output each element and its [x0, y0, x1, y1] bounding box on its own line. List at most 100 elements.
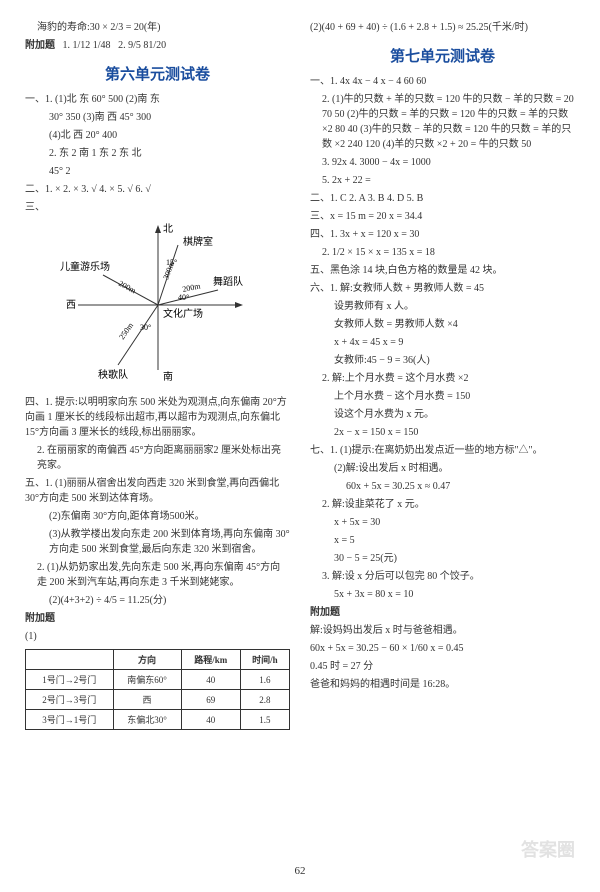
sec2: 二、1. × 2. × 3. √ 4. × 5. √ 6. √: [25, 182, 290, 197]
svg-text:200m: 200m: [181, 281, 201, 294]
route-table: 方向 路程/km 时间/h 1号门→2号门 南偏东60° 40 1.6 2号门→…: [25, 649, 290, 730]
r-sec6-i2: 女教师人数 = 男教师人数 ×4: [310, 317, 575, 332]
sec5-label: 五、: [25, 478, 45, 489]
right-column: (2)(40 + 69 + 40) ÷ (1.6 + 2.8 + 1.5) ≈ …: [310, 20, 575, 735]
r-sec4-i1: 2. 1/2 × 15 × x = 135 x = 18: [310, 245, 575, 260]
svg-text:200m: 200m: [117, 279, 138, 296]
r-sec7-i2: 60x + 5x = 30.25 x ≈ 0.47: [310, 479, 575, 494]
table-row: 3号门→1号门 东偏北30° 40 1.5: [26, 710, 290, 730]
top-line: (2)(40 + 69 + 40) ÷ (1.6 + 2.8 + 1.5) ≈ …: [310, 20, 575, 35]
svg-text:300m: 300m: [161, 260, 176, 281]
td: 2号门→3号门: [26, 690, 114, 710]
extra-item-1: 1. 1/12 1/48: [63, 40, 111, 51]
td: 2.8: [240, 690, 289, 710]
sec1-i4: 45° 2: [25, 164, 290, 179]
td: 1.6: [240, 670, 289, 690]
sec5: 五、1. (1)丽丽从宿舍出发向西走 320 米到食堂,再向西偏北 30°方向走…: [25, 476, 290, 506]
page-number: 62: [295, 865, 306, 877]
r-sec6-i1: 设男教师有 x 人。: [310, 299, 575, 314]
compass-svg: 北 南 西 文化广场 15° 300m 棋牌室 200m 儿童游乐场 40° 2…: [58, 220, 258, 390]
r-extra-i0: 解:设妈妈出发后 x 时与爸爸相遇。: [310, 623, 575, 638]
sec4-i1: 2. 在丽丽家的南偏西 45°方向距离丽丽家2 厘米处标出亮亮家。: [25, 443, 290, 473]
r-sec6-i0: 1. 解:女教师人数 + 男教师人数 = 45: [330, 283, 484, 294]
r-sec1: 一、1. 4x 4x − 4 x − 4 60 60: [310, 74, 575, 89]
seal-life: 海豹的寿命:30 × 2/3 = 20(年): [25, 20, 290, 35]
compass-diagram: 北 南 西 文化广场 15° 300m 棋牌室 200m 儿童游乐场 40° 2…: [58, 220, 258, 390]
th-1: 方向: [113, 650, 181, 670]
unit7-title: 第七单元测试卷: [310, 45, 575, 66]
r-sec6-i8: 2x − x = 150 x = 150: [310, 425, 575, 440]
center-label: 文化广场: [163, 307, 203, 320]
r-sec1-i2: 3. 92x 4. 3000 − 4x = 1000: [310, 155, 575, 170]
sec2-items: 1. × 2. × 3. √ 4. × 5. √ 6. √: [45, 184, 151, 195]
r-sec3: 三、x = 15 m = 20 x = 34.4: [310, 209, 575, 224]
r-sec5: 五、黑色涂 14 块,白色方格的数量是 42 块。: [310, 263, 575, 278]
r-sec3-label: 三、: [310, 211, 330, 222]
sec1-i3: 2. 东 2 南 1 东 2 东 北: [25, 146, 290, 161]
td: 3号门→1号门: [26, 710, 114, 730]
extra-q-label: 附加题 1. 1/12 1/48 2. 9/5 81/20: [25, 38, 290, 53]
td: 1.5: [240, 710, 289, 730]
sec5-i0: 1. (1)丽丽从宿舍出发向西走 320 米到食堂,再向西偏北 30°方向走 5…: [25, 478, 279, 504]
r-sec6-i4: 女教师:45 − 9 = 36(人): [310, 353, 575, 368]
r-sec6-i6: 上个月水费 − 这个月水费 = 150: [310, 389, 575, 404]
sec4-label: 四、: [25, 397, 45, 408]
sec1: 一、1. (1)北 东 60° 500 (2)南 东: [25, 92, 290, 107]
r-extra-i2: 0.45 时 = 27 分: [310, 659, 575, 674]
r-sec3-items: x = 15 m = 20 x = 34.4: [330, 211, 422, 222]
r-sec4: 四、1. 3x + x = 120 x = 30: [310, 227, 575, 242]
r-sec5-items: 黑色涂 14 块,白色方格的数量是 42 块。: [330, 265, 503, 276]
r-sec7: 七、1. (1)提示:在离奶奶出发点近一些的地方标"△"。: [310, 443, 575, 458]
r-sec2: 二、1. C 2. A 3. B 4. D 5. B: [310, 191, 575, 206]
td: 40: [181, 710, 240, 730]
unit6-title: 第六单元测试卷: [25, 63, 290, 84]
extra-item-2: 2. 9/5 81/20: [118, 40, 166, 51]
sec1-i0: 1. (1)北 东 60° 500 (2)南 东: [45, 94, 160, 105]
sec1-i1: 30° 350 (3)南 西 45° 300: [25, 110, 290, 125]
r-extra-label: 附加题: [310, 607, 340, 618]
r-sec1-i3: 5. 2x + 22 =: [310, 173, 575, 188]
r-sec4-label: 四、: [310, 229, 330, 240]
td: 南偏东60°: [113, 670, 181, 690]
sec3-label: 三、: [25, 200, 290, 215]
r-sec7-i5: x = 5: [310, 533, 575, 548]
r-sec7-i0: 1. (1)提示:在离奶奶出发点近一些的地方标"△"。: [330, 445, 543, 456]
table-row: 1号门→2号门 南偏东60° 40 1.6: [26, 670, 290, 690]
sec5-i3: 2. (1)从奶奶家出发,先向东走 500 米,再向东偏南 45°方向走 200…: [25, 560, 290, 590]
r-sec1-label: 一、: [310, 76, 330, 87]
sec4-i0: 1. 提示:以明明家向东 500 米处为观测点,向东偏南 20°方向画 1 厘米…: [25, 397, 287, 438]
r-sec7-i3: 2. 解:设韭菜花了 x 元。: [310, 497, 575, 512]
r-sec1-i0: 1. 4x 4x − 4 x − 4 60 60: [330, 76, 426, 87]
th-0: [26, 650, 114, 670]
sec4: 四、1. 提示:以明明家向东 500 米处为观测点,向东偏南 20°方向画 1 …: [25, 395, 290, 440]
svg-text:秧歌队: 秧歌队: [98, 368, 128, 381]
td: 69: [181, 690, 240, 710]
svg-text:40°: 40°: [178, 293, 189, 302]
sec2-label: 二、: [25, 184, 45, 195]
r-sec7-label: 七、: [310, 445, 330, 456]
r-sec7-i4: x + 5x = 30: [310, 515, 575, 530]
r-sec4-i0: 1. 3x + x = 120 x = 30: [330, 229, 419, 240]
th-3: 时间/h: [240, 650, 289, 670]
sec5-i4: (2)(4+3+2) ÷ 4/5 = 11.25(分): [25, 593, 290, 608]
svg-text:30°: 30°: [140, 323, 151, 332]
table-header-row: 方向 路程/km 时间/h: [26, 650, 290, 670]
table-row: 2号门→3号门 西 69 2.8: [26, 690, 290, 710]
extra2-label: 附加题: [25, 613, 55, 624]
td: 东偏北30°: [113, 710, 181, 730]
sec1-label: 一、: [25, 94, 45, 105]
north-label: 北: [163, 223, 173, 235]
svg-text:250m: 250m: [117, 320, 135, 341]
r-sec6-i3: x + 4x = 45 x = 9: [310, 335, 575, 350]
r-extra-i3: 爸爸和妈妈的相遇时间是 16:28。: [310, 677, 575, 692]
extra2: 附加题: [25, 611, 290, 626]
svg-text:舞蹈队: 舞蹈队: [213, 275, 243, 288]
sec5-i2: (3)从教学楼出发向东走 200 米到体育场,再向东偏南 30°方向走 500 …: [25, 527, 290, 557]
td: 40: [181, 670, 240, 690]
r-sec6: 六、1. 解:女教师人数 + 男教师人数 = 45: [310, 281, 575, 296]
r-sec2-label: 二、: [310, 193, 330, 204]
svg-text:棋牌室: 棋牌室: [183, 235, 213, 248]
extra-q-text: 附加题: [25, 40, 55, 51]
sec5-i1: (2)东偏南 30°方向,距体育场500米。: [25, 509, 290, 524]
r-sec6-label: 六、: [310, 283, 330, 294]
